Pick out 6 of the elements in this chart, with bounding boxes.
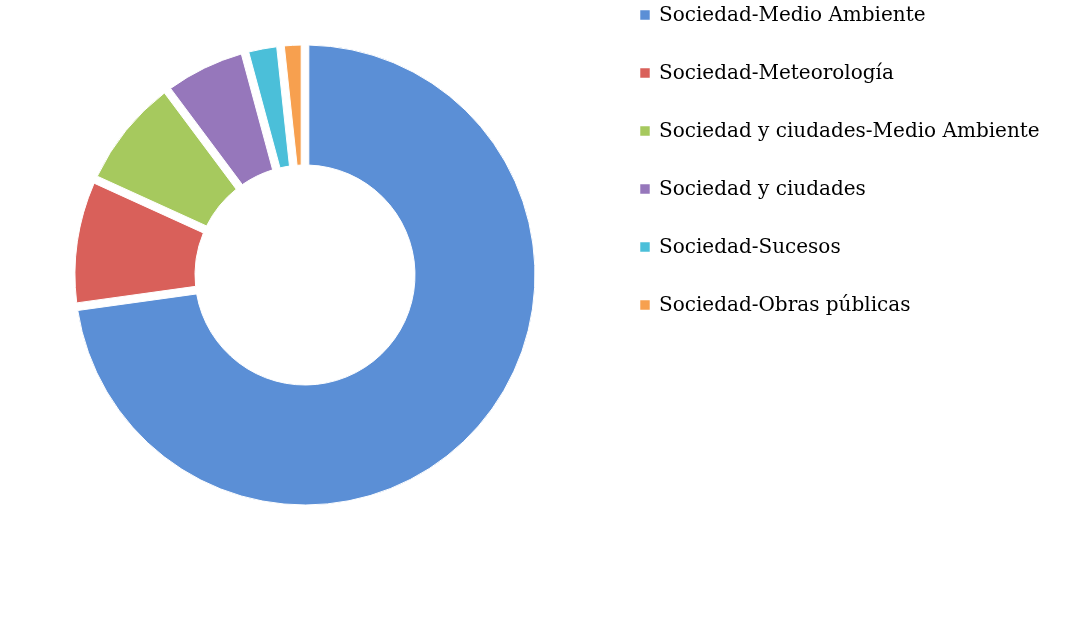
legend-label: Sociedad y ciudades bbox=[659, 176, 866, 200]
legend-label: Sociedad-Obras públicas bbox=[659, 292, 911, 316]
legend-label: Sociedad-Sucesos bbox=[659, 234, 841, 258]
legend-label: Sociedad-Meteorología bbox=[659, 60, 894, 84]
legend-label: Sociedad-Medio Ambiente bbox=[659, 2, 926, 26]
legend-label: Sociedad y ciudades-Medio Ambiente bbox=[659, 118, 1040, 142]
